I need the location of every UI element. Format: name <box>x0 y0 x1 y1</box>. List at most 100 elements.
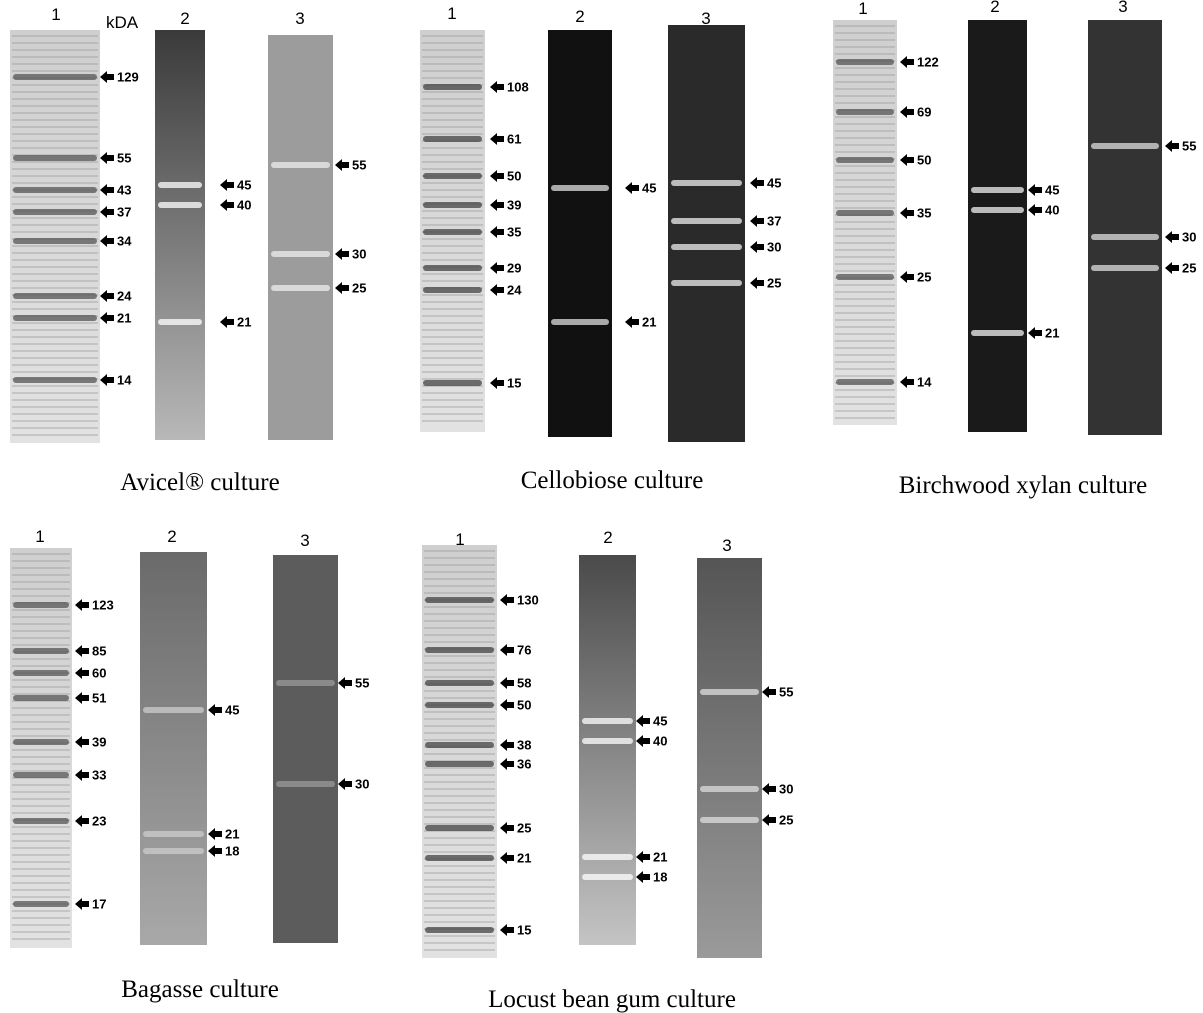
marker-arrow <box>762 814 776 826</box>
marker-arrow <box>1028 204 1042 216</box>
panel: Cellobiose culture1108615039352924152452… <box>420 4 781 494</box>
marker-arrow <box>500 924 514 936</box>
marker-arrow <box>75 815 89 827</box>
marker-arrow <box>750 241 764 253</box>
marker-label: 58 <box>517 675 531 690</box>
marker-arrow <box>208 828 222 840</box>
gel-band <box>13 695 69 701</box>
gel-band <box>13 670 69 676</box>
marker-arrow <box>75 692 89 704</box>
gel-band <box>271 285 330 291</box>
marker-label: 30 <box>352 246 366 261</box>
marker-label: 23 <box>92 813 106 828</box>
lane-label: 2 <box>990 0 999 16</box>
gel-band <box>13 901 69 907</box>
gel-band <box>1091 234 1159 240</box>
marker-label: 21 <box>237 314 251 329</box>
marker-arrow <box>900 56 914 68</box>
gel-band <box>158 319 202 325</box>
lane-label: 3 <box>722 536 731 555</box>
marker-label: 45 <box>767 175 781 190</box>
marker-arrow <box>490 170 504 182</box>
gel-band <box>423 380 482 386</box>
lane-label: 3 <box>300 531 309 550</box>
marker-label: 33 <box>92 767 106 782</box>
marker-label: 21 <box>653 849 667 864</box>
marker-label: 30 <box>767 239 781 254</box>
marker-label: 50 <box>517 697 531 712</box>
lane-label: 1 <box>35 527 44 546</box>
marker-arrow <box>335 282 349 294</box>
gel-band <box>971 187 1024 193</box>
marker-arrow <box>625 182 639 194</box>
marker-arrow <box>490 226 504 238</box>
gel-band <box>271 251 330 257</box>
marker-arrow <box>100 152 114 164</box>
marker-arrow <box>1028 184 1042 196</box>
marker-arrow <box>100 290 114 302</box>
lane-label: 2 <box>575 7 584 26</box>
marker-arrow <box>1165 140 1179 152</box>
gel-band <box>13 74 97 80</box>
gel-band <box>425 647 494 653</box>
gel-band <box>836 210 894 216</box>
marker-arrow <box>500 758 514 770</box>
marker-label: 122 <box>917 54 939 69</box>
marker-arrow <box>75 667 89 679</box>
gel-band <box>423 84 482 90</box>
marker-arrow <box>220 179 234 191</box>
marker-label: 69 <box>917 104 931 119</box>
gel-lane <box>697 558 762 958</box>
lane-label: 1 <box>858 0 867 18</box>
marker-arrow <box>900 271 914 283</box>
marker-label: 38 <box>517 737 531 752</box>
marker-label: 25 <box>352 280 366 295</box>
panel: Bagasse culture1123856051393323172452118… <box>10 527 369 1003</box>
gel-band <box>425 825 494 831</box>
gel-band <box>425 702 494 708</box>
gel-band <box>423 202 482 208</box>
marker-arrow <box>636 735 650 747</box>
gel-band <box>13 602 69 608</box>
marker-label: 61 <box>507 131 521 146</box>
gel-band <box>13 187 97 193</box>
marker-label: 35 <box>917 205 931 220</box>
gel-band <box>143 707 204 713</box>
marker-arrow <box>762 686 776 698</box>
marker-arrow <box>762 783 776 795</box>
gel-lane <box>273 555 338 943</box>
gel-band <box>425 855 494 861</box>
marker-arrow <box>75 769 89 781</box>
panel: Birchwood xylan culture11226950352514245… <box>833 0 1196 499</box>
gel-band <box>423 265 482 271</box>
marker-label: 55 <box>355 675 369 690</box>
gel-band <box>143 831 204 837</box>
gel-band <box>423 229 482 235</box>
marker-label: 50 <box>917 152 931 167</box>
gel-band <box>13 293 97 299</box>
marker-label: 129 <box>117 69 139 84</box>
gel-lane <box>668 25 745 442</box>
marker-arrow <box>490 81 504 93</box>
marker-arrow <box>220 316 234 328</box>
marker-label: 45 <box>653 713 667 728</box>
lane-label: 3 <box>1118 0 1127 16</box>
marker-arrow <box>100 184 114 196</box>
gel-band <box>1091 265 1159 271</box>
marker-label: 14 <box>917 374 932 389</box>
marker-label: 18 <box>225 843 239 858</box>
gel-band <box>971 207 1024 213</box>
gel-band <box>582 718 633 724</box>
marker-arrow <box>100 235 114 247</box>
panel: Avicel® culturekDA1129554337342421142454… <box>10 5 366 496</box>
marker-label: 40 <box>237 197 251 212</box>
gel-band <box>836 59 894 65</box>
marker-arrow <box>636 851 650 863</box>
marker-label: 35 <box>507 224 521 239</box>
marker-label: 21 <box>1045 325 1059 340</box>
gel-band <box>425 927 494 933</box>
gel-band <box>425 761 494 767</box>
marker-label: 123 <box>92 597 114 612</box>
marker-label: 14 <box>117 372 132 387</box>
marker-arrow <box>500 594 514 606</box>
